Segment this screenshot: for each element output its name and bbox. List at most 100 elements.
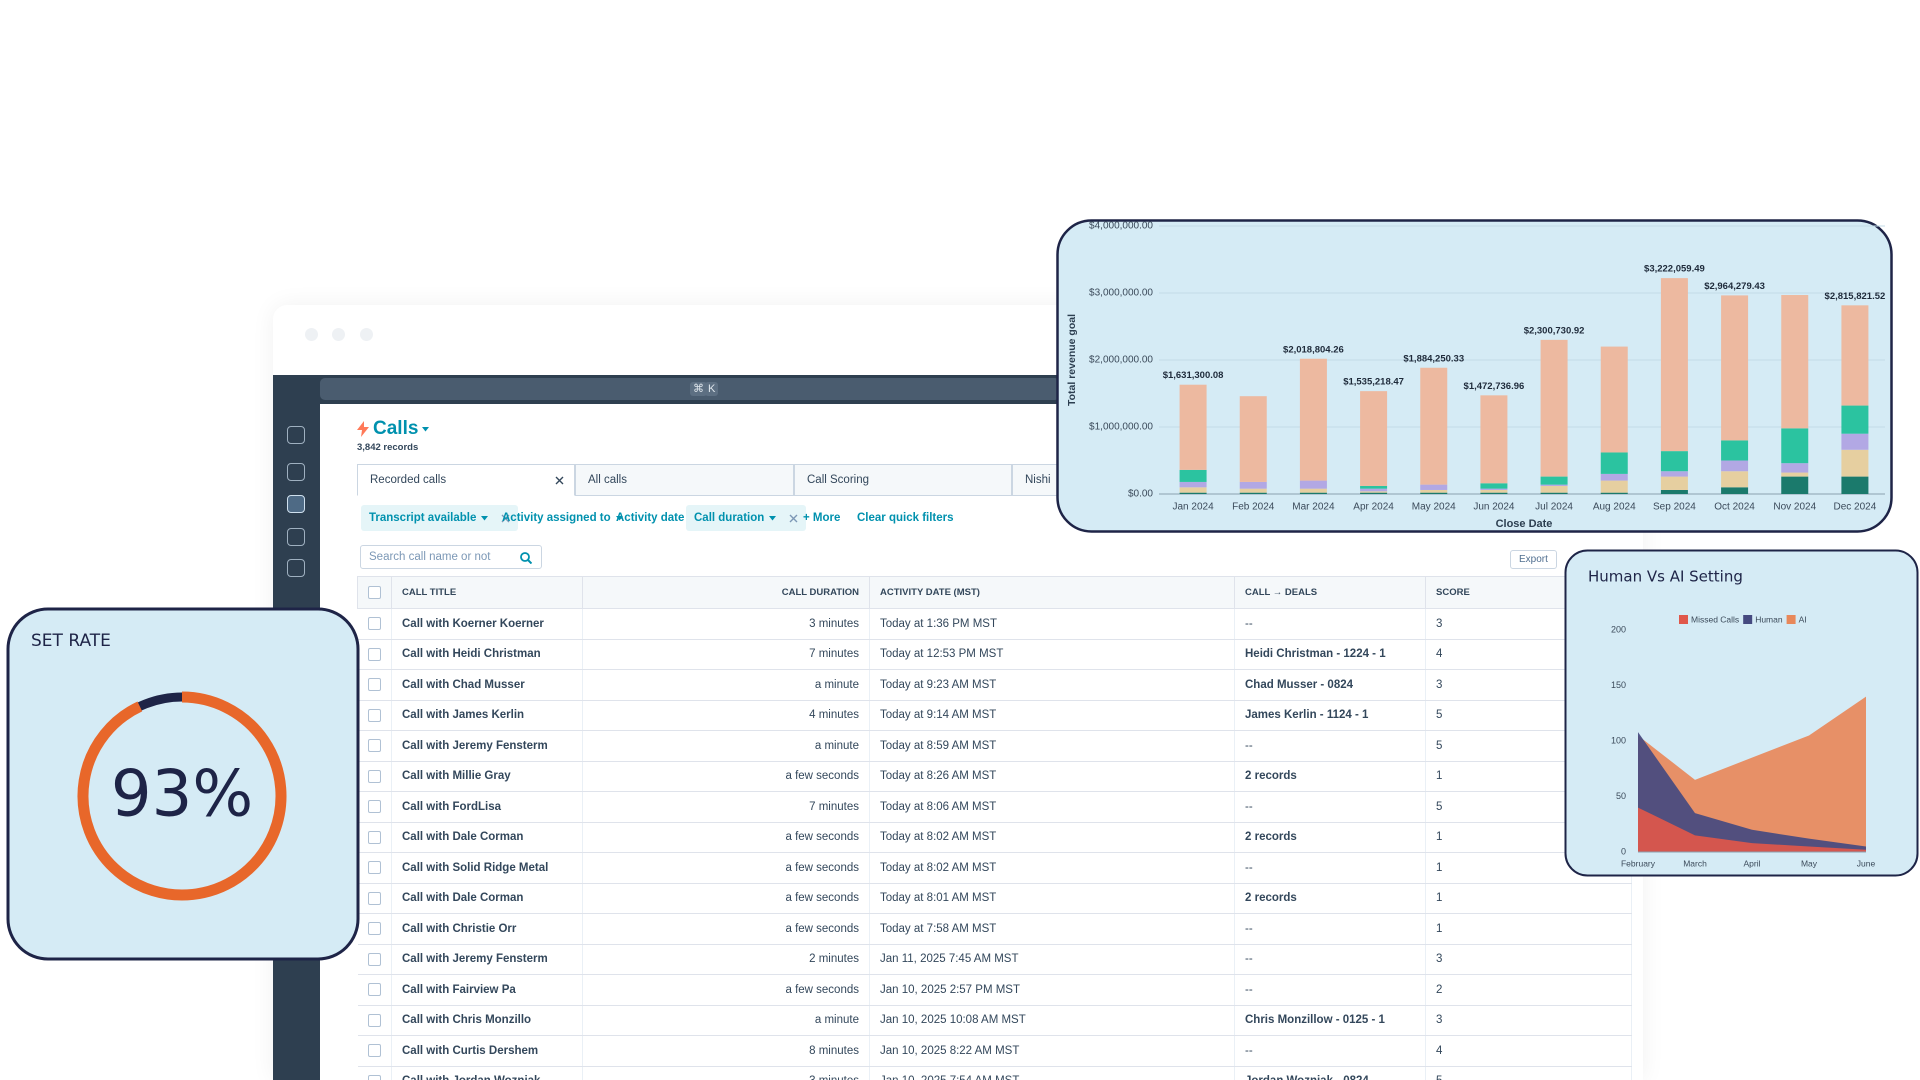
search-placeholder: Search call name or not bbox=[369, 551, 491, 563]
x bbox=[501, 514, 510, 522]
call-deals[interactable]: Jordan Wozniak - 0824 bbox=[1234, 1066, 1426, 1080]
gauge-value: 93% bbox=[111, 758, 253, 832]
checkbox[interactable] bbox=[367, 1013, 381, 1027]
checkbox[interactable] bbox=[367, 830, 381, 844]
table-row: Call with Chris Monzillo a minute Jan 10, … bbox=[357, 1005, 1632, 1036]
search-input[interactable]: Search call name or not bbox=[360, 545, 542, 569]
checkbox[interactable] bbox=[367, 617, 381, 631]
checkbox[interactable] bbox=[367, 647, 381, 661]
gauge-arc bbox=[77, 691, 287, 901]
nav-icon[interactable] bbox=[287, 528, 305, 546]
table-row: Call with Chad Musser a minute Today at 9:… bbox=[357, 669, 1632, 701]
call-title[interactable]: Call with Curtis Dershem bbox=[391, 1035, 583, 1067]
quick-filter[interactable]: Call duration bbox=[686, 505, 807, 531]
call-deals[interactable]: 2 records bbox=[1234, 883, 1426, 914]
column-header[interactable]: ACTIVITY DATE (MST) bbox=[869, 576, 1235, 609]
view-tab[interactable]: Recorded calls bbox=[357, 464, 575, 496]
call-title[interactable]: Call with Dale Corman bbox=[391, 883, 583, 914]
bar-segment bbox=[1600, 480, 1628, 493]
y-tick-label: $0.00 bbox=[1128, 489, 1153, 500]
call-deals[interactable]: James Kerlin - 1124 - 1 bbox=[1234, 700, 1426, 731]
call-title[interactable]: Call with Jeremy Fensterm bbox=[391, 730, 583, 762]
title-text[interactable]: Calls bbox=[373, 418, 419, 439]
bolt-icon bbox=[357, 421, 369, 437]
quick-filter[interactable]: Transcript available bbox=[361, 505, 519, 531]
shortcut-key: ⌘ bbox=[690, 382, 707, 396]
quick-filter[interactable]: Activity assigned to bbox=[494, 505, 631, 531]
call-duration: a few seconds bbox=[582, 913, 870, 945]
bar-segment bbox=[1360, 491, 1388, 493]
checkbox[interactable] bbox=[367, 708, 381, 722]
y-axis-label: Total revenue goal bbox=[1066, 314, 1078, 406]
call-deals[interactable]: Chris Monzillow - 0125 - 1 bbox=[1234, 1005, 1426, 1036]
export-button[interactable]: Export bbox=[1510, 550, 1557, 569]
area bbox=[1638, 807, 1866, 852]
call-title[interactable]: Call with Christie Orr bbox=[391, 913, 583, 945]
bar-segment bbox=[1841, 305, 1869, 406]
checkbox[interactable] bbox=[367, 1074, 381, 1080]
nav-icon[interactable] bbox=[287, 426, 305, 444]
bar-segment bbox=[1299, 358, 1327, 481]
x-tick-label: May 2024 bbox=[1412, 502, 1456, 513]
view-tab[interactable]: All calls bbox=[575, 464, 794, 496]
table-row: Call with Jeremy Fensterm 2 minutes Jan 11… bbox=[357, 944, 1632, 975]
call-title[interactable]: Call with Jeremy Fensterm bbox=[391, 944, 583, 975]
call-title[interactable]: Call with Chad Musser bbox=[391, 669, 583, 701]
filter-label: Transcript available bbox=[369, 512, 477, 524]
call-title[interactable]: Call with Millie Gray bbox=[391, 761, 583, 792]
nav-icon[interactable] bbox=[287, 559, 305, 577]
column-header[interactable]: CALL DURATION bbox=[582, 576, 870, 609]
checkbox[interactable] bbox=[367, 861, 381, 875]
legend-swatch bbox=[1743, 615, 1753, 624]
window-dot bbox=[305, 328, 318, 341]
bar-segment bbox=[1420, 367, 1448, 485]
nav-icon[interactable] bbox=[287, 463, 305, 481]
calls-table: CALL TITLE CALL DURATION ACTIVITY DATE (MS… bbox=[357, 576, 1632, 1080]
more-filters[interactable]: + More bbox=[803, 512, 841, 524]
call-duration: 7 minutes bbox=[582, 639, 870, 670]
call-title[interactable]: Call with Koerner Koerner bbox=[391, 608, 583, 640]
clear-filters[interactable]: Clear quick filters bbox=[857, 512, 954, 524]
call-title[interactable]: Call with Chris Monzillo bbox=[391, 1005, 583, 1036]
x-tick-label: March bbox=[1683, 858, 1707, 868]
call-title[interactable]: Call with Jordan Wozniak bbox=[391, 1066, 583, 1080]
call-deals[interactable]: Chad Musser - 0824 bbox=[1234, 669, 1426, 701]
checkbox[interactable] bbox=[368, 586, 381, 599]
activity-date: Today at 9:14 AM MST bbox=[869, 700, 1235, 731]
nav-icon[interactable] bbox=[287, 495, 305, 513]
total-label: $1,631,300.08 bbox=[1163, 370, 1224, 381]
y-tick-label: $1,000,000.00 bbox=[1089, 422, 1153, 433]
select-cell bbox=[357, 1035, 392, 1067]
table-row: Call with Dale Corman a few seconds Today … bbox=[357, 822, 1632, 853]
checkbox[interactable] bbox=[367, 891, 381, 905]
call-title[interactable]: Call with Solid Ridge Metal bbox=[391, 852, 583, 884]
call-title[interactable]: Call with James Kerlin bbox=[391, 700, 583, 731]
tab-label: Nishi bbox=[1025, 474, 1051, 486]
checkbox[interactable] bbox=[367, 952, 381, 966]
checkbox[interactable] bbox=[367, 739, 381, 753]
x-tick-label: June bbox=[1857, 858, 1876, 868]
checkbox[interactable] bbox=[367, 800, 381, 814]
column-header[interactable]: CALL → DEALS bbox=[1234, 576, 1426, 609]
bar-segment bbox=[1841, 476, 1869, 494]
select-cell bbox=[357, 1066, 392, 1080]
table-row: Call with Dale Corman a few seconds Today … bbox=[357, 883, 1632, 914]
checkbox[interactable] bbox=[367, 922, 381, 936]
call-title[interactable]: Call with FordLisa bbox=[391, 791, 583, 823]
call-deals[interactable]: 2 records bbox=[1234, 761, 1426, 792]
call-deals[interactable]: 2 records bbox=[1234, 822, 1426, 853]
call-title[interactable]: Call with Dale Corman bbox=[391, 822, 583, 853]
view-tab[interactable]: Nishi bbox=[1012, 464, 1062, 496]
checkbox[interactable] bbox=[367, 1044, 381, 1058]
y-tick-label: 50 bbox=[1616, 791, 1626, 801]
call-title[interactable]: Call with Heidi Christman bbox=[391, 639, 583, 670]
call-title[interactable]: Call with Fairview Pa bbox=[391, 974, 583, 1006]
y-tick-label: 0 bbox=[1621, 846, 1626, 856]
checkbox[interactable] bbox=[367, 769, 381, 783]
window-dot bbox=[332, 328, 345, 341]
view-tab[interactable]: Call Scoring bbox=[794, 464, 1012, 496]
column-header[interactable]: CALL TITLE bbox=[391, 576, 583, 609]
checkbox[interactable] bbox=[367, 678, 381, 692]
call-deals[interactable]: Heidi Christman - 1224 - 1 bbox=[1234, 639, 1426, 670]
checkbox[interactable] bbox=[367, 983, 381, 997]
